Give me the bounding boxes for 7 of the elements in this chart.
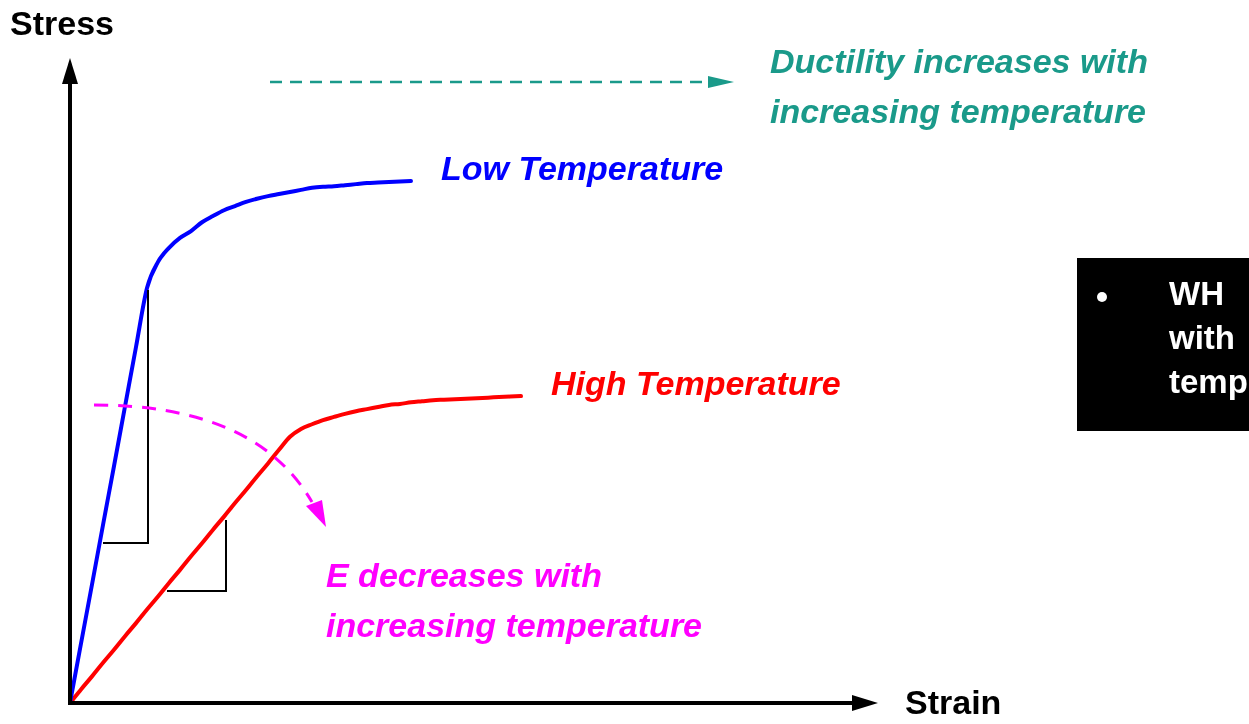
text: Strain <box>905 682 1002 723</box>
series-label: Low Temperature <box>441 149 724 188</box>
y-axis-title: Stress <box>10 4 114 43</box>
annotation: E decreases with increasing temperature <box>326 555 704 646</box>
series-label: High Temperature <box>551 364 841 403</box>
text: Ductility increases with increasing temperature <box>770 41 1149 132</box>
text: WH with temp <box>1169 274 1248 402</box>
